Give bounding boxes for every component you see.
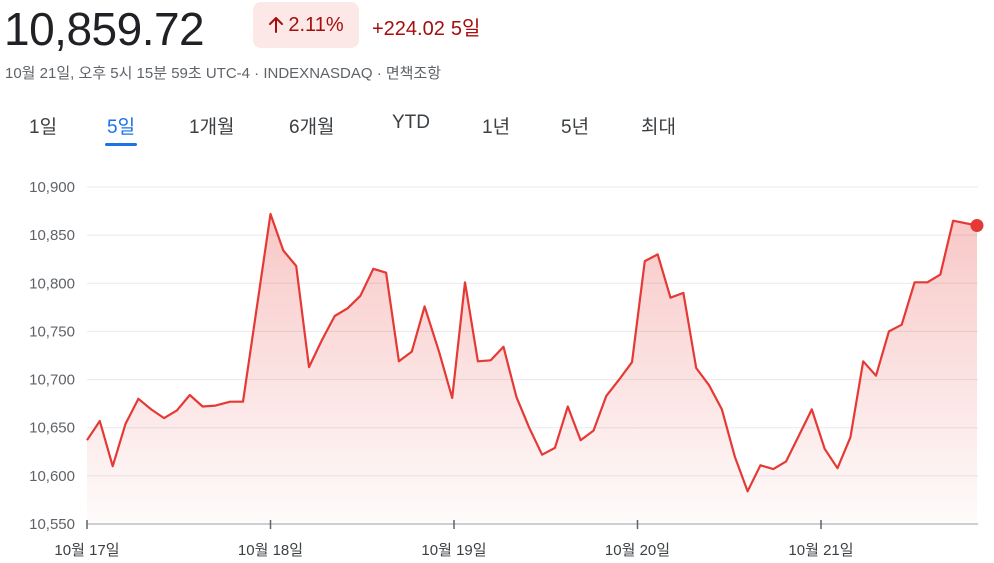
tab-5d[interactable]: 5일 [104, 112, 138, 146]
price-chart[interactable]: 10,550 10,600 10,650 10,700 10,750 10,800 10,8… [0, 160, 994, 563]
x-tick-label: 10월 19일 [421, 542, 486, 559]
arrow-up-icon [269, 17, 284, 33]
y-tick-label: 10,850 [29, 227, 75, 244]
percent-change-badge: 2.11% [253, 2, 359, 48]
y-tick-label: 10,600 [29, 468, 75, 485]
quote-meta: 10월 21일, 오후 5시 15분 59초 UTC-4 · INDEXNASD… [5, 65, 442, 82]
tab-1d[interactable]: 1일 [29, 117, 58, 138]
y-tick-label: 10,650 [29, 420, 75, 437]
absolute-change-value: +224.02 [372, 18, 445, 40]
y-tick-label: 10,750 [29, 323, 75, 340]
percent-change-value: 2.11% [288, 13, 344, 36]
tab-5y[interactable]: 5년 [561, 117, 590, 138]
range-tabs: 1일 5일 1개월 6개월 YTD 1년 5년 최대 [0, 112, 994, 152]
tab-6m[interactable]: 6개월 [289, 117, 335, 138]
y-tick-label: 10,550 [29, 516, 75, 533]
x-tick-label: 10월 20일 [605, 542, 670, 559]
tab-max[interactable]: 최대 [641, 117, 676, 138]
x-tick-label: 10월 17일 [54, 542, 119, 559]
price-area-fill [87, 214, 977, 524]
current-price: 10,859.72 [4, 3, 205, 55]
tab-1y[interactable]: 1년 [482, 117, 511, 138]
x-tick-label: 10월 18일 [238, 542, 303, 559]
tab-ytd[interactable]: YTD [392, 112, 430, 133]
change-period: 5일 [450, 18, 481, 40]
last-price-dot [970, 219, 984, 233]
tab-1m[interactable]: 1개월 [189, 117, 235, 138]
price-line [86, 212, 978, 493]
x-tick-label: 10월 21일 [788, 542, 853, 559]
y-tick-label: 10,700 [29, 372, 75, 389]
y-tick-label: 10,900 [29, 179, 75, 196]
absolute-change: +224.02 5일 [372, 12, 486, 41]
y-tick-label: 10,800 [29, 275, 75, 292]
